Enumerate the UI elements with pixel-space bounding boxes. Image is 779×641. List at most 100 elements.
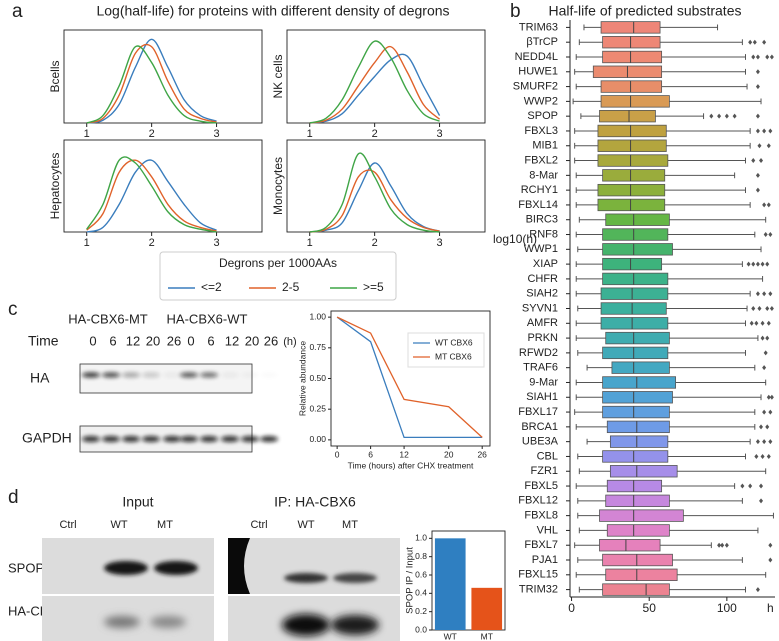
outlier [755,113,760,119]
outlier [768,409,773,415]
blot-band [142,436,160,442]
y-tick-label: 0.6 [415,569,427,579]
outlier [757,306,762,311]
outlier [755,69,760,75]
x-tick-label: 100 [717,601,737,615]
box [597,183,666,197]
y-tick-label: WWP1 [524,243,558,255]
y-axis-label: NK cells [271,54,285,98]
blot-band [163,436,181,442]
box [602,391,673,404]
outlier [766,394,771,400]
y-tick-label: FBXL15 [518,569,558,581]
y-axis-label: Relative abundance [297,341,307,416]
blot-row-label: SPOP [8,560,44,575]
outlier [755,84,760,90]
x-tick-label: 26 [477,449,487,459]
y-tick-label: TRIM32 [519,584,558,596]
outlier [769,306,774,311]
blot-time: 12 [225,333,239,348]
y-axis-label: Monocytes [271,157,285,215]
y-tick-label: UBE3A [522,436,559,448]
outlier [757,143,762,149]
outlier [768,439,773,445]
box [600,21,661,34]
legend-label: <=2 [201,280,222,294]
bar [434,538,466,630]
outlier [766,202,771,208]
blot-unit: (h) [283,336,296,348]
outlier [740,483,745,489]
box [600,317,669,330]
box [602,243,673,256]
density-curve [86,159,217,233]
outlier [759,158,764,164]
outlier [768,232,773,238]
blot-band [241,373,259,378]
outlier [724,542,729,548]
y-tick-label: FBXL7 [524,539,558,551]
x-tick-label: 12 [399,449,409,459]
x-tick-label: 2 [372,128,378,140]
blot-band [180,436,198,442]
y-tick-label: SYVN1 [522,302,558,314]
x-tick-label: WT [444,631,457,641]
blot-image [79,363,253,394]
x-tick-label: 6 [368,449,373,459]
panel-label: d [8,487,19,508]
outlier [762,128,767,134]
outlier [765,261,770,267]
outlier [760,320,765,326]
outlier [755,261,760,267]
blot-time: 0 [187,333,194,348]
outlier [748,483,753,489]
blot-band [241,436,259,442]
outlier [768,291,773,297]
outlier [717,113,722,119]
box [602,376,677,389]
blot-time: 6 [207,333,214,348]
blot-time: 12 [126,333,140,348]
box [602,450,669,463]
legend-label: 2-5 [282,280,300,294]
box [602,257,663,271]
x-tick-label: 20 [444,449,454,459]
blot-lane: Ctrl [59,519,76,531]
y-axis-label: SPOP IP / Input [405,547,416,614]
density-curve [309,169,440,233]
blot-lane: Ctrl [250,519,267,531]
plot-frame [431,530,506,631]
y-axis-label: Bcells [48,60,62,92]
box [606,524,670,537]
box [600,302,667,315]
outlier [769,394,774,400]
box [602,228,669,241]
y-tick-label: XIAP [533,258,558,270]
blot-lane: WT [297,519,314,531]
blot-band [260,373,278,378]
y-tick-label: MIB1 [532,140,558,152]
outlier [768,542,773,548]
density-curve [309,162,440,233]
outlier [748,39,753,45]
outlier [720,542,725,548]
y-tick-label: PRKN [527,332,558,344]
density-curve [309,46,441,124]
box [597,124,667,138]
y-tick-label: TRIM63 [519,21,558,33]
blot-image [228,538,400,594]
outlier [763,350,768,356]
box [600,80,663,93]
outlier [762,409,767,415]
outlier [755,439,760,445]
x-axis-label: Time (hours) after CHX treatment [348,460,474,470]
legend-box [407,332,485,368]
blot-band [142,372,160,378]
outlier [755,172,760,178]
outlier [755,587,760,593]
density-curve [309,40,440,124]
outlier [768,557,773,563]
y-tick-label: FBXL14 [518,199,558,211]
box [602,36,661,49]
outlier [759,498,764,504]
